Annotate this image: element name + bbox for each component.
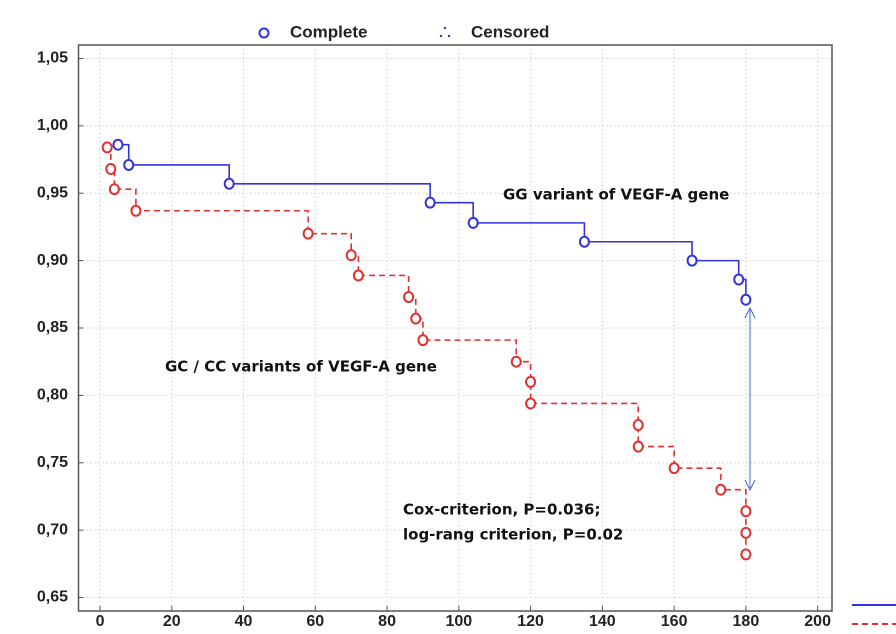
y-tick-label: 1,05 xyxy=(37,50,68,67)
x-tick-label: 120 xyxy=(517,613,544,630)
event-marker xyxy=(715,483,727,496)
event-marker xyxy=(108,183,120,196)
legend-marker-complete xyxy=(258,27,270,39)
event-marker xyxy=(345,249,357,262)
event-marker xyxy=(467,216,479,229)
survival-line xyxy=(107,146,747,555)
event-marker xyxy=(632,419,644,432)
x-tick-label: 180 xyxy=(733,613,760,630)
event-marker xyxy=(632,440,644,453)
event-marker xyxy=(668,462,680,475)
event-marker xyxy=(740,293,752,306)
x-tick-label: 60 xyxy=(306,613,324,630)
x-tick-label: 140 xyxy=(589,613,616,630)
y-tick-label: 0,90 xyxy=(37,252,68,269)
event-marker xyxy=(740,548,752,561)
annotation: Cox-criterion, P=0.036; xyxy=(403,501,600,519)
y-tick-label: 0,95 xyxy=(37,184,68,201)
y-tick-label: 0,85 xyxy=(37,319,68,336)
x-tick-label: 80 xyxy=(378,613,396,630)
arrow-heads xyxy=(744,306,756,492)
event-marker xyxy=(223,177,235,190)
y-tick-label: 0,80 xyxy=(37,387,68,404)
event-marker xyxy=(130,204,142,217)
annotation: log-rang criterion, P=0.02 xyxy=(403,526,623,544)
x-tick-label: 160 xyxy=(661,613,688,630)
legend-marker-censored xyxy=(439,26,451,38)
event-marker xyxy=(403,291,415,304)
y-tick-label: 0,75 xyxy=(37,454,68,471)
survival-line xyxy=(117,143,747,300)
event-marker xyxy=(686,254,698,267)
annotation: GG variant of VEGF-A gene xyxy=(503,186,729,204)
event-marker xyxy=(525,375,537,388)
annotation: GC / CC variants of VEGF-A gene xyxy=(165,358,437,376)
event-marker xyxy=(424,196,436,209)
event-marker xyxy=(352,269,364,282)
event-marker xyxy=(105,162,117,175)
event-marker xyxy=(417,334,429,347)
y-tick-label: 0,65 xyxy=(37,589,68,606)
x-tick-label: 20 xyxy=(163,613,181,630)
event-marker xyxy=(733,273,745,286)
legend-label: Complete xyxy=(290,22,367,41)
y-tick-label: 0,70 xyxy=(37,521,68,538)
event-marker xyxy=(112,138,124,151)
x-tick-label: 40 xyxy=(235,613,253,630)
x-tick-label: 200 xyxy=(804,613,831,630)
x-tick-label: 100 xyxy=(445,613,472,630)
event-marker xyxy=(302,227,314,240)
event-marker xyxy=(578,235,590,248)
event-marker xyxy=(123,158,135,171)
x-tick-label: 0 xyxy=(96,613,105,630)
y-tick-label: 1,00 xyxy=(37,117,68,134)
event-marker xyxy=(410,312,422,325)
event-marker xyxy=(740,505,752,518)
event-marker xyxy=(740,526,752,539)
legend-label: Censored xyxy=(471,22,549,41)
event-marker xyxy=(525,397,537,410)
event-marker xyxy=(510,355,522,368)
event-marker xyxy=(101,141,113,154)
